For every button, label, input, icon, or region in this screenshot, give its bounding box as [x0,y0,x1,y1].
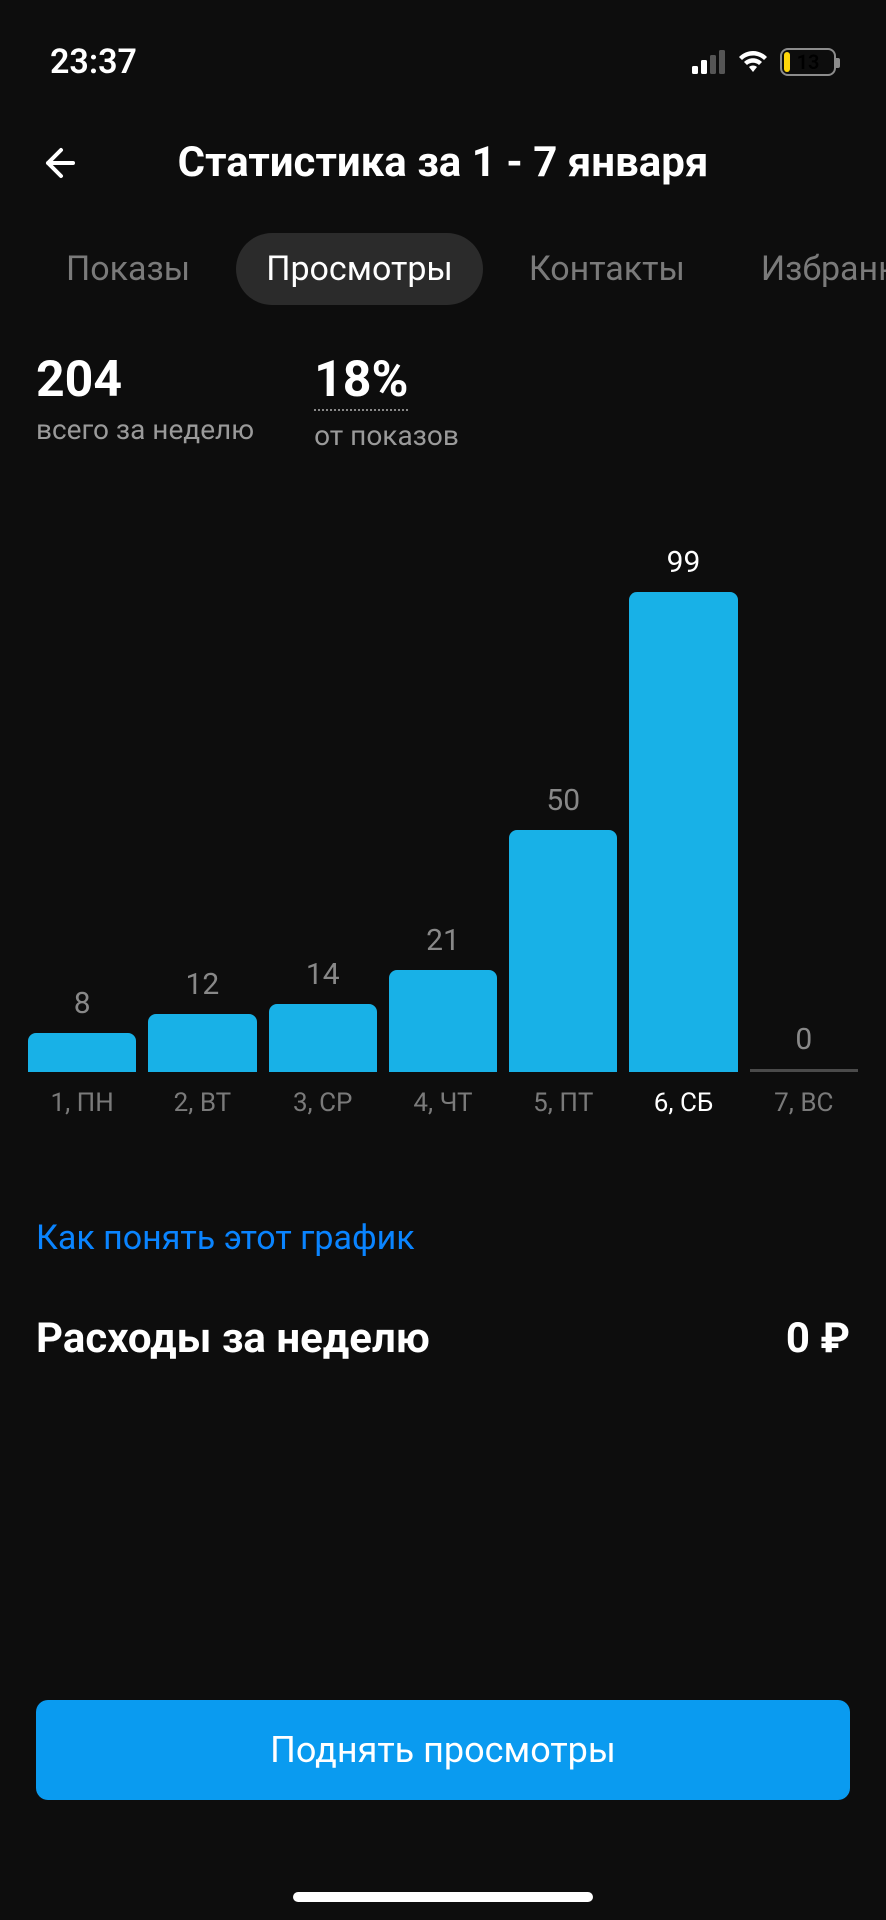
bar-col-5[interactable]: 99 [629,545,737,1072]
bar-col-1[interactable]: 12 [148,967,256,1072]
stat-total-label: всего за неделю [36,413,254,446]
bar-col-3[interactable]: 21 [389,923,497,1072]
bar [148,1014,256,1072]
battery-icon: 13 [780,48,836,76]
tab-3[interactable]: Избранн [731,233,886,305]
x-label: 2, ВТ [148,1088,256,1118]
tabs: ПоказыПросмотрыКонтактыИзбранн [0,217,886,333]
bar-value-label: 12 [186,967,220,1002]
status-right: 13 [692,48,836,76]
expenses-row: Расходы за неделю 0 ₽ [0,1258,886,1363]
boost-views-button[interactable]: Поднять просмотры [36,1700,850,1800]
back-button[interactable] [36,141,80,185]
tab-0[interactable]: Показы [36,233,220,305]
stat-total: 204 всего за неделю [36,355,254,452]
expenses-label: Расходы за неделю [36,1314,430,1363]
chart-bars: 812142150990 [28,552,858,1072]
bar-value-label: 50 [546,783,580,818]
bar-value-label: 8 [74,986,91,1021]
battery-percent-text: 13 [782,50,834,74]
tab-1[interactable]: Просмотры [236,233,483,305]
header: Статистика за 1 - 7 января [0,100,886,217]
boost-views-label: Поднять просмотры [270,1729,616,1771]
bar-col-6[interactable]: 0 [750,1022,858,1072]
bar-col-0[interactable]: 8 [28,986,136,1072]
bar [28,1033,136,1072]
bar-value-label: 99 [667,545,701,580]
bar [629,592,737,1072]
chart-help-link[interactable]: Как понять этот график [0,1118,886,1258]
bar [389,970,497,1072]
bar-col-4[interactable]: 50 [509,783,617,1072]
x-label: 7, ВС [750,1088,858,1118]
x-label: 1, ПН [28,1088,136,1118]
x-label: 3, СР [269,1088,377,1118]
chart-xlabels: 1, ПН 2, ВТ 3, СР 4, ЧТ 5, ПТ 6, СБ 7, ВС [28,1072,858,1118]
expenses-value: 0 ₽ [786,1314,850,1363]
chart-help-link-text: Как понять этот график [36,1218,415,1258]
page-title: Статистика за 1 - 7 января [80,138,850,187]
home-indicator[interactable] [293,1892,593,1902]
x-label: 4, ЧТ [389,1088,497,1118]
bar-col-2[interactable]: 14 [269,957,377,1072]
views-chart: 8 12 14 21 50 99 0 1, ПН 2, ВТ 3, СР 4, ЧТ 5, ПТ 6,… [0,452,886,1118]
wifi-icon [736,50,770,74]
stat-percent: 18% от показов [314,355,459,452]
bar-value-label: 0 [795,1022,812,1057]
tab-2[interactable]: Контакты [499,233,715,305]
x-label: 5, ПТ [509,1088,617,1118]
status-time: 23:37 [50,42,137,82]
bar [750,1069,858,1072]
back-arrow-icon [41,146,75,180]
stats-row: 204 всего за неделю 18% от показов [0,333,886,452]
stat-percent-value[interactable]: 18% [314,355,408,411]
bar-value-label: 14 [306,957,340,992]
stat-total-value: 204 [36,355,254,405]
cellular-signal-icon [692,50,726,74]
bar [269,1004,377,1072]
bar-value-label: 21 [426,923,460,958]
stat-percent-label: от показов [314,419,459,452]
x-label: 6, СБ [629,1088,737,1118]
bar [509,830,617,1072]
status-bar: 23:37 13 [0,0,886,100]
